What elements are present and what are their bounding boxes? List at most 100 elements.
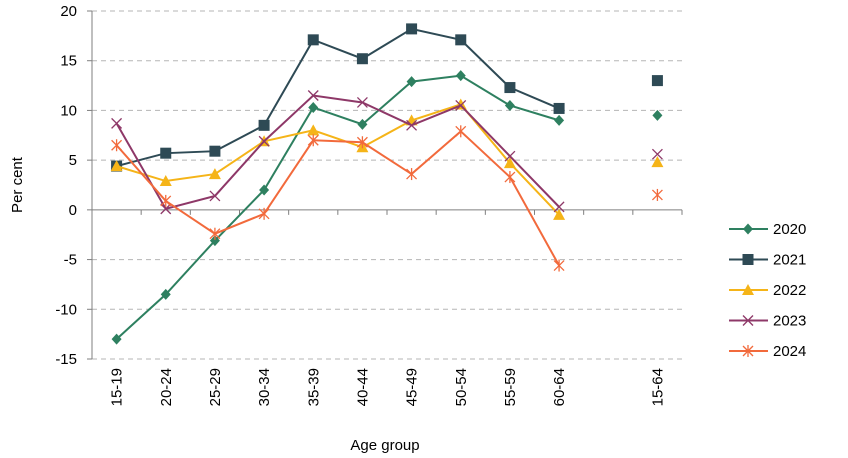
marker-square	[160, 147, 172, 159]
marker-triangle	[307, 124, 320, 136]
legend: 2020 2021 2022 2023 2024	[729, 221, 806, 360]
marker-square	[504, 82, 516, 94]
marker-triangle	[651, 156, 664, 168]
series-2024	[111, 125, 663, 272]
y-tick-label: 10	[60, 102, 77, 119]
marker-square	[651, 75, 663, 87]
marker-x	[111, 117, 123, 129]
marker-diamond	[554, 114, 565, 126]
x-axis-title: Age group	[350, 437, 419, 454]
marker-triangle	[503, 157, 516, 169]
marker-diamond	[406, 76, 417, 88]
y-tick-label: -15	[55, 351, 77, 368]
marker-x	[742, 315, 754, 326]
x-tick-label: 50-54	[453, 368, 470, 406]
marker-asterisk	[307, 134, 319, 147]
series-line	[115, 94, 560, 211]
marker-triangle	[159, 175, 172, 187]
x-tick-label: 15-19	[109, 368, 126, 406]
x-tick-label: 15-64	[649, 368, 666, 406]
series-group	[110, 23, 664, 345]
axes	[87, 10, 683, 360]
marker-x	[553, 201, 565, 213]
marker-x	[651, 148, 663, 160]
legend-item: 2020	[729, 221, 806, 238]
marker-x	[160, 203, 172, 215]
y-tick-label: 5	[69, 152, 77, 169]
y-axis-title: Per cent	[9, 156, 26, 213]
legend-label: 2023	[773, 313, 806, 330]
y-tick-labels: 20 15 10 5 0 -5 -10 -15	[55, 3, 77, 368]
x-tick-label: 45-49	[404, 368, 421, 406]
marker-x	[504, 150, 516, 162]
marker-asterisk	[258, 207, 270, 220]
series-line	[115, 129, 560, 267]
marker-x	[307, 90, 319, 101]
marker-diamond	[743, 223, 753, 235]
y-tick-label: -10	[55, 301, 77, 318]
marker-diamond	[111, 333, 122, 345]
marker-square	[356, 53, 368, 65]
marker-diamond	[504, 99, 515, 111]
marker-square	[553, 102, 565, 114]
marker-square	[455, 34, 467, 46]
x-tick-label: 40-44	[354, 368, 371, 406]
gridlines	[92, 10, 682, 360]
marker-square	[258, 119, 270, 131]
x-tick-label: 60-64	[551, 368, 568, 406]
x-tick-label: 25-29	[207, 368, 224, 406]
x-tick-label: 20-24	[158, 368, 175, 406]
marker-asterisk	[504, 171, 516, 184]
marker-diamond	[160, 288, 171, 300]
marker-asterisk	[160, 194, 172, 207]
series-2021	[111, 23, 663, 172]
marker-triangle	[742, 284, 754, 295]
marker-triangle	[553, 208, 566, 220]
marker-asterisk	[742, 345, 754, 357]
marker-asterisk	[406, 168, 418, 181]
marker-triangle	[110, 160, 123, 172]
marker-triangle	[208, 168, 221, 180]
y-tick-label: -5	[64, 252, 77, 269]
series-2023	[111, 90, 663, 215]
series-line	[116, 103, 560, 216]
marker-diamond	[455, 70, 466, 82]
legend-item: 2024	[729, 343, 806, 360]
series-line	[115, 74, 560, 340]
marker-diamond	[209, 235, 220, 247]
marker-asterisk	[553, 259, 565, 272]
marker-square	[307, 34, 319, 46]
legend-label: 2021	[773, 252, 806, 269]
legend-label: 2024	[773, 343, 806, 360]
marker-x	[356, 97, 368, 108]
legend-item: 2023	[729, 313, 806, 330]
series-line	[116, 27, 560, 168]
marker-asterisk	[111, 139, 123, 152]
x-tick-label: 35-39	[305, 368, 322, 406]
series-2020	[111, 70, 663, 345]
legend-item: 2021	[729, 252, 806, 269]
marker-square	[406, 23, 418, 35]
x-tick-label: 30-34	[256, 368, 273, 406]
y-tick-label: 15	[60, 53, 77, 70]
x-tick-label: 55-59	[502, 368, 519, 406]
legend-label: 2020	[773, 221, 806, 238]
marker-x	[258, 135, 270, 147]
marker-asterisk	[455, 125, 467, 138]
marker-x	[406, 119, 418, 131]
marker-diamond	[652, 109, 663, 121]
marker-x	[455, 99, 467, 111]
marker-diamond	[357, 118, 368, 130]
marker-x	[209, 190, 221, 202]
marker-square	[742, 254, 754, 265]
y-tick-label: 0	[69, 202, 77, 219]
marker-asterisk	[209, 227, 221, 240]
legend-item: 2022	[729, 282, 806, 299]
y-tick-label: 20	[60, 3, 77, 20]
legend-label: 2022	[773, 282, 806, 299]
marker-asterisk	[651, 188, 663, 201]
marker-square	[209, 145, 221, 157]
marker-asterisk	[356, 136, 368, 149]
marker-diamond	[308, 101, 319, 113]
